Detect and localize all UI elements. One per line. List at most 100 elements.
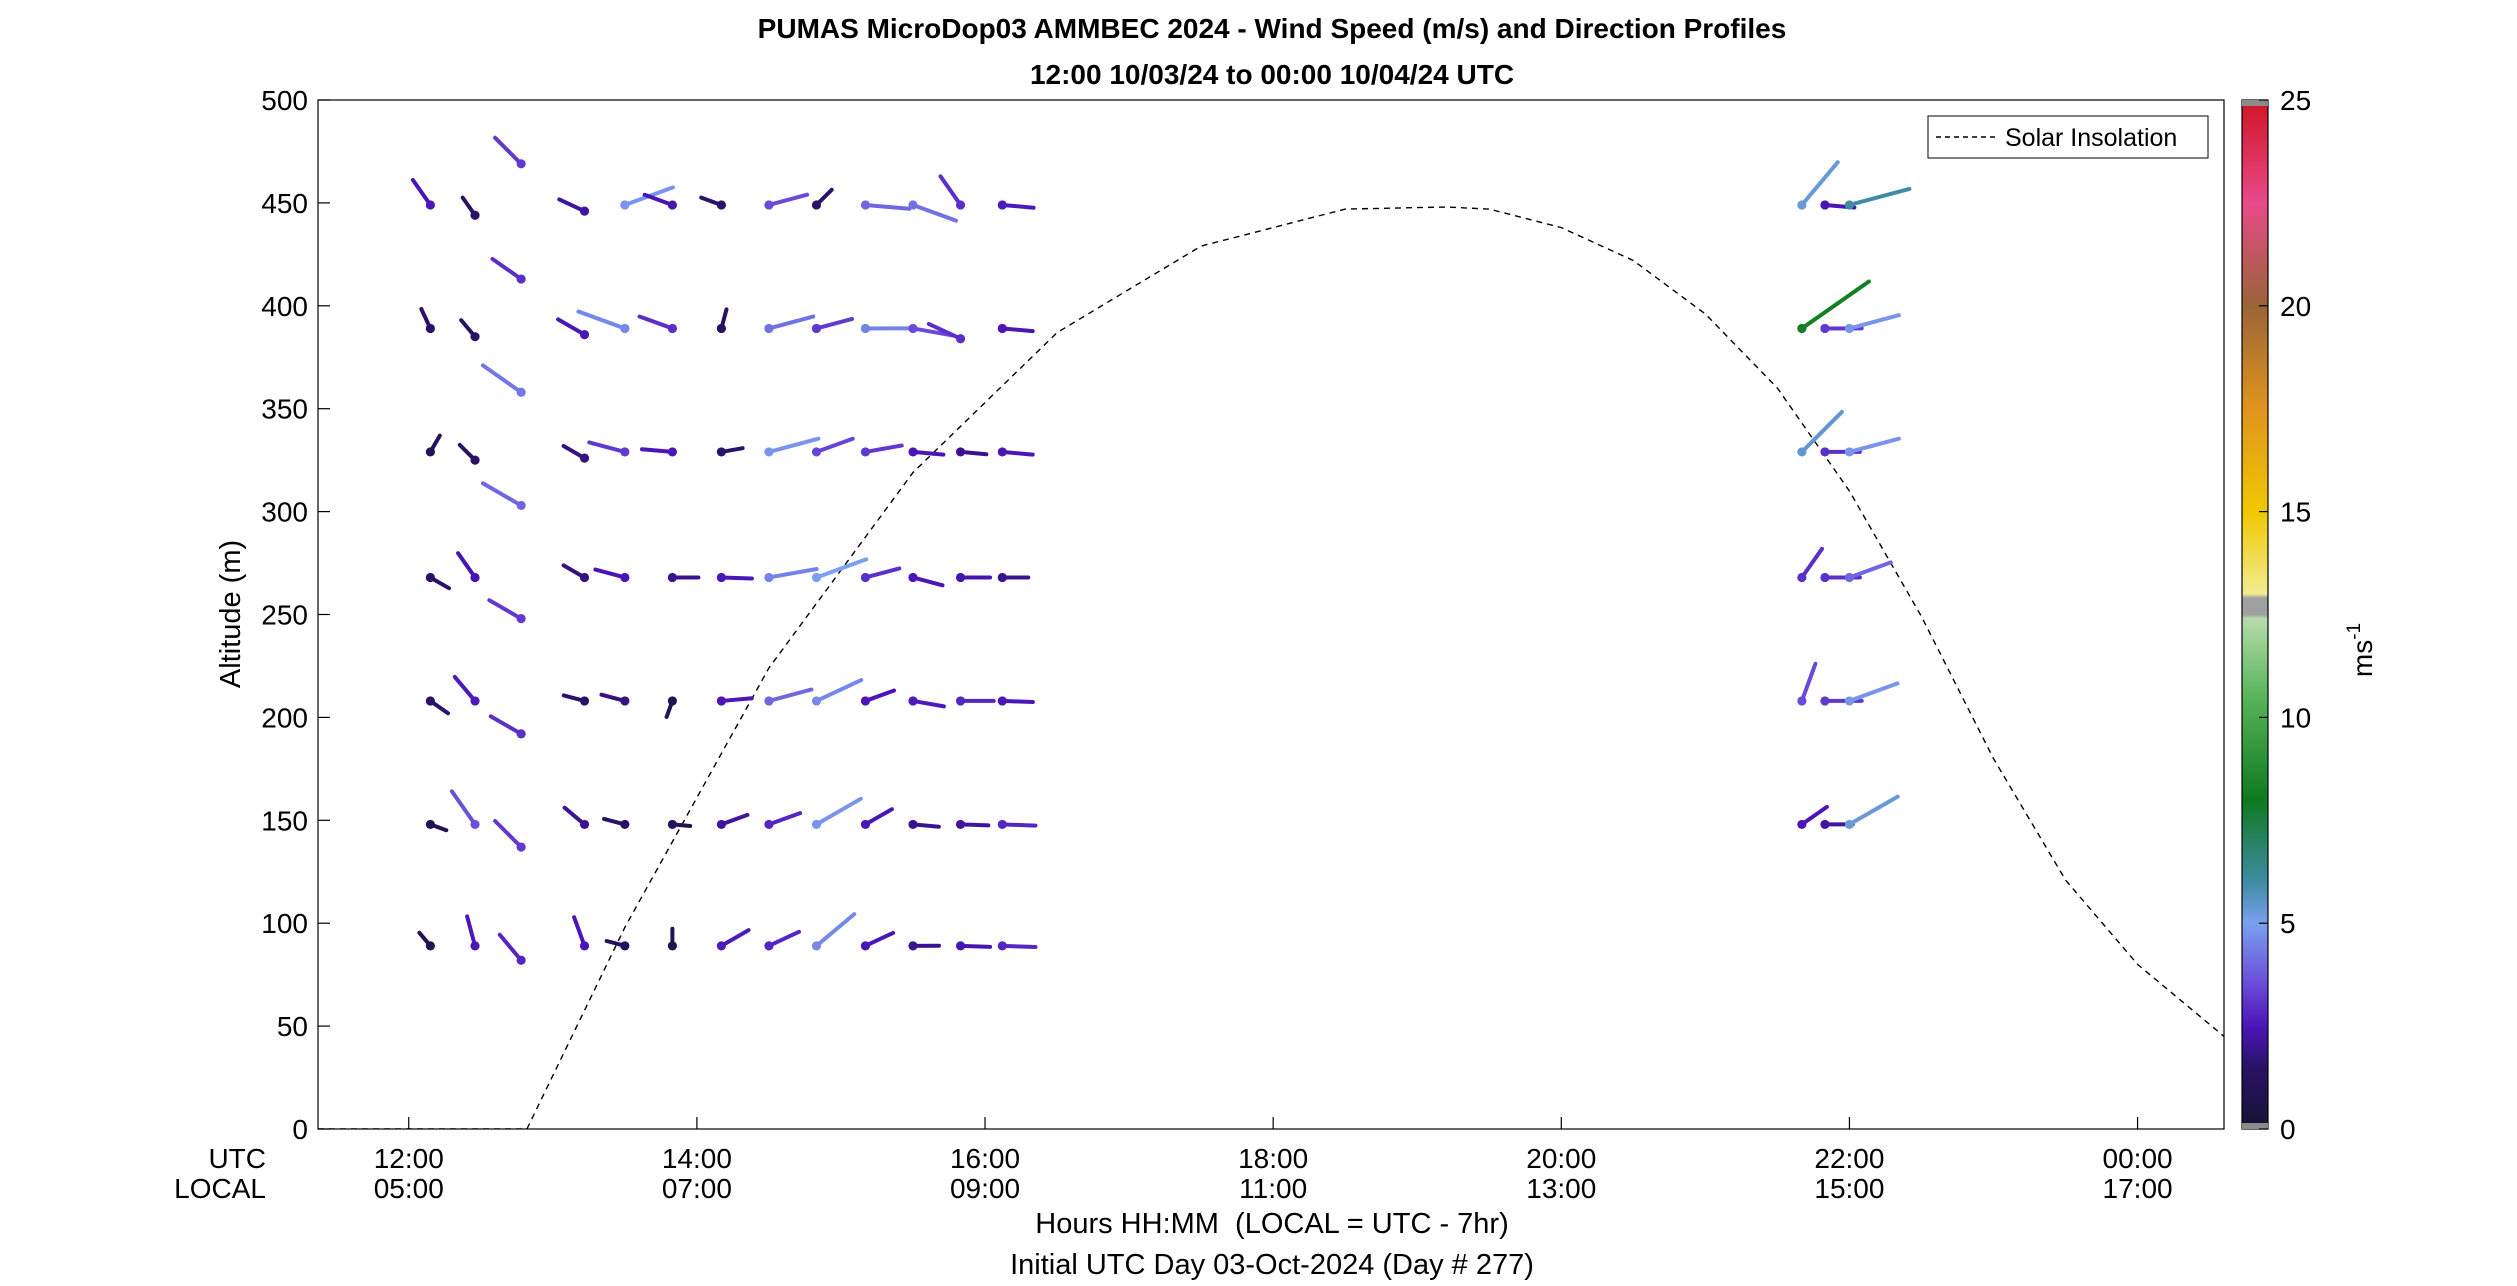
- wind-barb-dot: [580, 696, 589, 705]
- wind-barb-dot: [426, 573, 435, 582]
- wind-barb-dot: [517, 501, 526, 510]
- x-tick-label-utc: 20:00: [1526, 1143, 1596, 1174]
- colorbar-tick-label: 5: [2280, 908, 2296, 939]
- wind-barb-dot: [580, 573, 589, 582]
- legend: Solar Insolation: [1928, 116, 2208, 158]
- wind-barb-dot: [1797, 447, 1806, 456]
- wind-barb-dot: [580, 207, 589, 216]
- wind-barb-dot: [908, 696, 917, 705]
- wind-barb-dot: [620, 941, 629, 950]
- wind-barb-dot: [861, 696, 870, 705]
- wind-barb-dot: [998, 200, 1007, 209]
- wind-barb-dot: [812, 200, 821, 209]
- wind-barb-staff: [1002, 946, 1035, 947]
- wind-barb-dot: [717, 573, 726, 582]
- colorbar-tick-label: 25: [2280, 85, 2311, 116]
- wind-barb-dot: [1845, 324, 1854, 333]
- wind-barb-dot: [764, 447, 773, 456]
- wind-barb-dot: [620, 200, 629, 209]
- chart-title: PUMAS MicroDop03 AMMBEC 2024 - Wind Spee…: [758, 13, 1787, 44]
- y-tick-label: 500: [261, 85, 308, 116]
- y-tick-label: 50: [277, 1011, 308, 1042]
- wind-barb-dot: [908, 200, 917, 209]
- wind-barb-dot: [517, 159, 526, 168]
- wind-barb-dot: [1797, 820, 1806, 829]
- wind-barb-dot: [517, 729, 526, 738]
- footnote: Initial UTC Day 03-Oct-2024 (Day # 277): [1010, 1249, 1534, 1281]
- wind-barb-dot: [998, 820, 1007, 829]
- wind-barb-dot: [764, 820, 773, 829]
- wind-barb-dot: [620, 324, 629, 333]
- x-axis-label: Hours HH:MM (LOCAL = UTC - 7hr): [1035, 1208, 1508, 1240]
- x-axis: 12:0005:0014:0007:0016:0009:0018:0011:00…: [374, 1117, 2173, 1204]
- colorbar-ramp: [2242, 100, 2268, 1129]
- x-tick-label-utc: 14:00: [662, 1143, 732, 1174]
- wind-barb-dot: [470, 941, 479, 950]
- wind-barb-dot: [812, 820, 821, 829]
- wind-barb-dot: [956, 820, 965, 829]
- wind-barb-dot: [812, 941, 821, 950]
- wind-barb-dot: [426, 447, 435, 456]
- y-tick-label: 400: [261, 291, 308, 322]
- colorbar-end-cap-top: [2242, 100, 2268, 106]
- wind-barb-dot: [812, 573, 821, 582]
- x-row-label-utc: UTC: [208, 1143, 266, 1174]
- x-tick-label-utc: 16:00: [950, 1143, 1020, 1174]
- y-tick-label: 100: [261, 908, 308, 939]
- x-row-label-local: LOCAL: [174, 1173, 266, 1204]
- colorbar-tick-label: 15: [2280, 497, 2311, 528]
- wind-barb-dot: [517, 956, 526, 965]
- y-tick-label: 250: [261, 600, 308, 631]
- wind-barb-dot: [1845, 200, 1854, 209]
- x-tick-label-local: 09:00: [950, 1173, 1020, 1204]
- wind-barb-dot: [1845, 447, 1854, 456]
- wind-barb-dot: [470, 573, 479, 582]
- wind-barb-dot: [580, 453, 589, 462]
- wind-barb-dot: [470, 332, 479, 341]
- wind-barb-dot: [620, 696, 629, 705]
- wind-barb-dot: [1845, 820, 1854, 829]
- wind-barb-dot: [1845, 573, 1854, 582]
- colorbar-end-cap-bottom: [2242, 1123, 2268, 1129]
- wind-barb-dot: [908, 447, 917, 456]
- wind-barb-dot: [1820, 200, 1829, 209]
- wind-barb-dot: [956, 334, 965, 343]
- wind-barb-dot: [580, 941, 589, 950]
- wind-barb-dot: [580, 330, 589, 339]
- wind-barb-dot: [1820, 324, 1829, 333]
- wind-barb-dot: [426, 941, 435, 950]
- wind-barb-dot: [717, 324, 726, 333]
- wind-barb-dot: [426, 696, 435, 705]
- wind-barb-dot: [908, 324, 917, 333]
- wind-barb-dot: [426, 324, 435, 333]
- wind-barb-dot: [1797, 200, 1806, 209]
- x-tick-label-local: 11:00: [1239, 1173, 1307, 1204]
- wind-barb-dot: [956, 696, 965, 705]
- wind-barb-dot: [956, 447, 965, 456]
- wind-barb-dot: [717, 941, 726, 950]
- wind-barb-dot: [1820, 573, 1829, 582]
- wind-barb-dot: [717, 447, 726, 456]
- wind-barb-dot: [956, 573, 965, 582]
- wind-barb-staff: [1002, 824, 1035, 825]
- wind-barb-dot: [998, 941, 1007, 950]
- wind-barb-dot: [998, 573, 1007, 582]
- wind-barb-dot: [764, 696, 773, 705]
- x-tick-label-utc: 22:00: [1814, 1143, 1884, 1174]
- wind-barb-dot: [1797, 573, 1806, 582]
- chart-subtitle: 12:00 10/03/24 to 00:00 10/04/24 UTC: [1030, 59, 1514, 90]
- wind-barb-dot: [861, 573, 870, 582]
- wind-barb-dot: [470, 211, 479, 220]
- wind-barb-dot: [668, 573, 677, 582]
- x-tick-label-utc: 18:00: [1238, 1143, 1308, 1174]
- wind-barb-dot: [668, 324, 677, 333]
- x-tick-label-utc: 00:00: [2103, 1143, 2173, 1174]
- wind-barb-dot: [956, 200, 965, 209]
- wind-barb-dot: [470, 456, 479, 465]
- y-tick-label: 350: [261, 394, 308, 425]
- svg-text:ms-1: ms-1: [2344, 623, 2378, 677]
- wind-barb-dot: [861, 820, 870, 829]
- y-axis-label: Altitude (m): [215, 540, 247, 688]
- wind-barb-dot: [998, 696, 1007, 705]
